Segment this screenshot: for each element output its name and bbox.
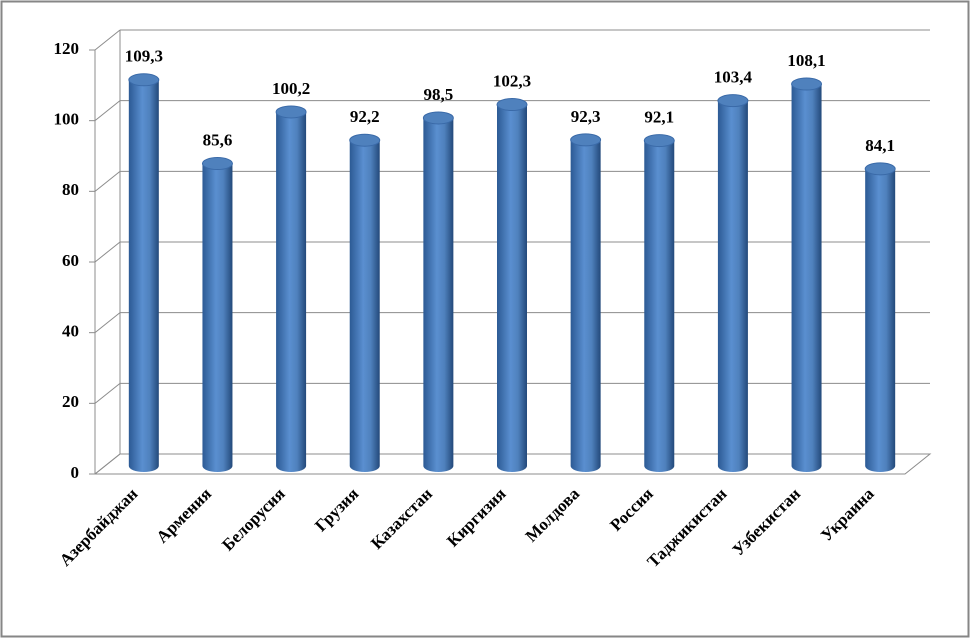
y-tick-label: 40 bbox=[62, 322, 79, 341]
value-label: 92,1 bbox=[644, 107, 674, 126]
bar-top bbox=[791, 77, 823, 91]
bar bbox=[128, 79, 159, 473]
bar-top bbox=[201, 157, 233, 171]
bar bbox=[570, 139, 601, 473]
bar-top bbox=[643, 134, 675, 148]
grid-diagonal bbox=[94, 241, 121, 263]
bar-top bbox=[422, 111, 454, 125]
value-label: 92,2 bbox=[350, 107, 380, 126]
value-label: 85,6 bbox=[203, 130, 233, 149]
bar bbox=[865, 168, 896, 473]
grid-diagonal bbox=[94, 170, 121, 192]
value-label: 98,5 bbox=[423, 85, 453, 104]
bar bbox=[791, 84, 822, 473]
y-tick-label: 0 bbox=[71, 463, 80, 482]
bar bbox=[349, 140, 380, 473]
bar-top bbox=[496, 98, 528, 112]
y-tick-label: 100 bbox=[54, 110, 80, 129]
bar-top bbox=[349, 133, 381, 147]
bar-top bbox=[275, 105, 307, 119]
value-label: 92,3 bbox=[571, 107, 601, 126]
value-label: 109,3 bbox=[125, 47, 163, 66]
bar-top bbox=[570, 133, 602, 147]
bar-top bbox=[717, 94, 749, 108]
y-tick-label: 80 bbox=[62, 180, 79, 199]
y-tick-label: 60 bbox=[62, 251, 79, 270]
value-label: 102,3 bbox=[493, 71, 531, 90]
value-label: 84,1 bbox=[865, 136, 895, 155]
grid-diagonal bbox=[94, 453, 121, 475]
bar-top bbox=[128, 73, 160, 87]
bar bbox=[644, 140, 675, 473]
value-label: 103,4 bbox=[714, 68, 753, 87]
bar bbox=[276, 111, 307, 473]
y-tick-label: 120 bbox=[54, 39, 80, 58]
bar bbox=[497, 104, 527, 472]
bar bbox=[717, 100, 748, 473]
bar-top bbox=[864, 162, 896, 176]
bar bbox=[423, 117, 454, 473]
bar bbox=[202, 163, 233, 473]
y-tick-label: 20 bbox=[62, 392, 79, 411]
grid-diagonal bbox=[94, 382, 121, 404]
grid-diagonal bbox=[94, 29, 121, 51]
grid-diagonal bbox=[94, 312, 121, 334]
value-label: 108,1 bbox=[787, 51, 825, 70]
value-label: 100,2 bbox=[272, 79, 310, 98]
grid-diagonal bbox=[94, 100, 121, 122]
